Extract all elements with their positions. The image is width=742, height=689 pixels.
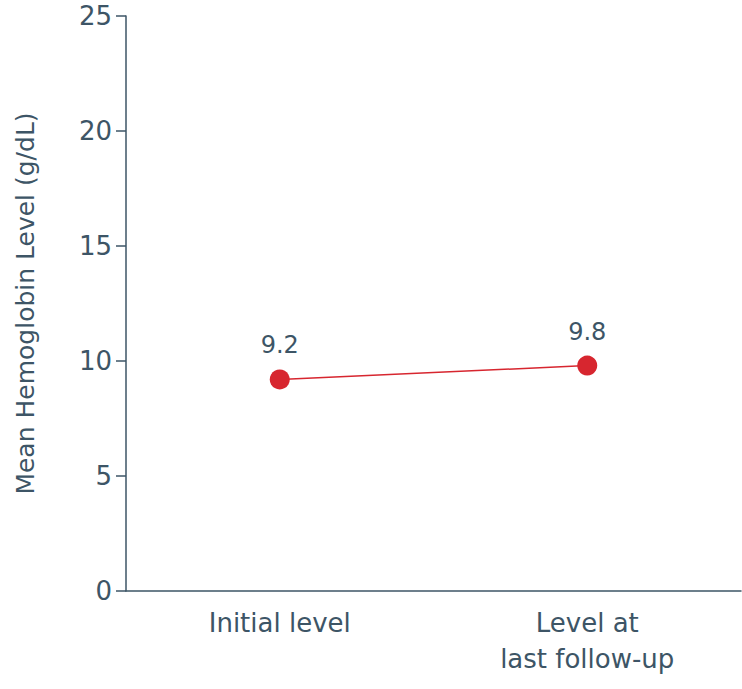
svg-text:Level at: Level at <box>536 608 639 638</box>
svg-text:Mean Hemoglobin Level (g/dL): Mean Hemoglobin Level (g/dL) <box>11 112 40 494</box>
svg-text:15: 15 <box>79 231 112 261</box>
svg-text:5: 5 <box>95 461 112 491</box>
svg-text:20: 20 <box>79 116 112 146</box>
svg-text:9.2: 9.2 <box>261 331 299 359</box>
svg-text:Initial level: Initial level <box>209 608 351 638</box>
svg-text:0: 0 <box>95 576 112 606</box>
svg-text:9.8: 9.8 <box>568 318 606 346</box>
svg-text:last follow-up: last follow-up <box>500 644 674 674</box>
svg-text:10: 10 <box>79 346 112 376</box>
svg-text:25: 25 <box>79 1 112 31</box>
